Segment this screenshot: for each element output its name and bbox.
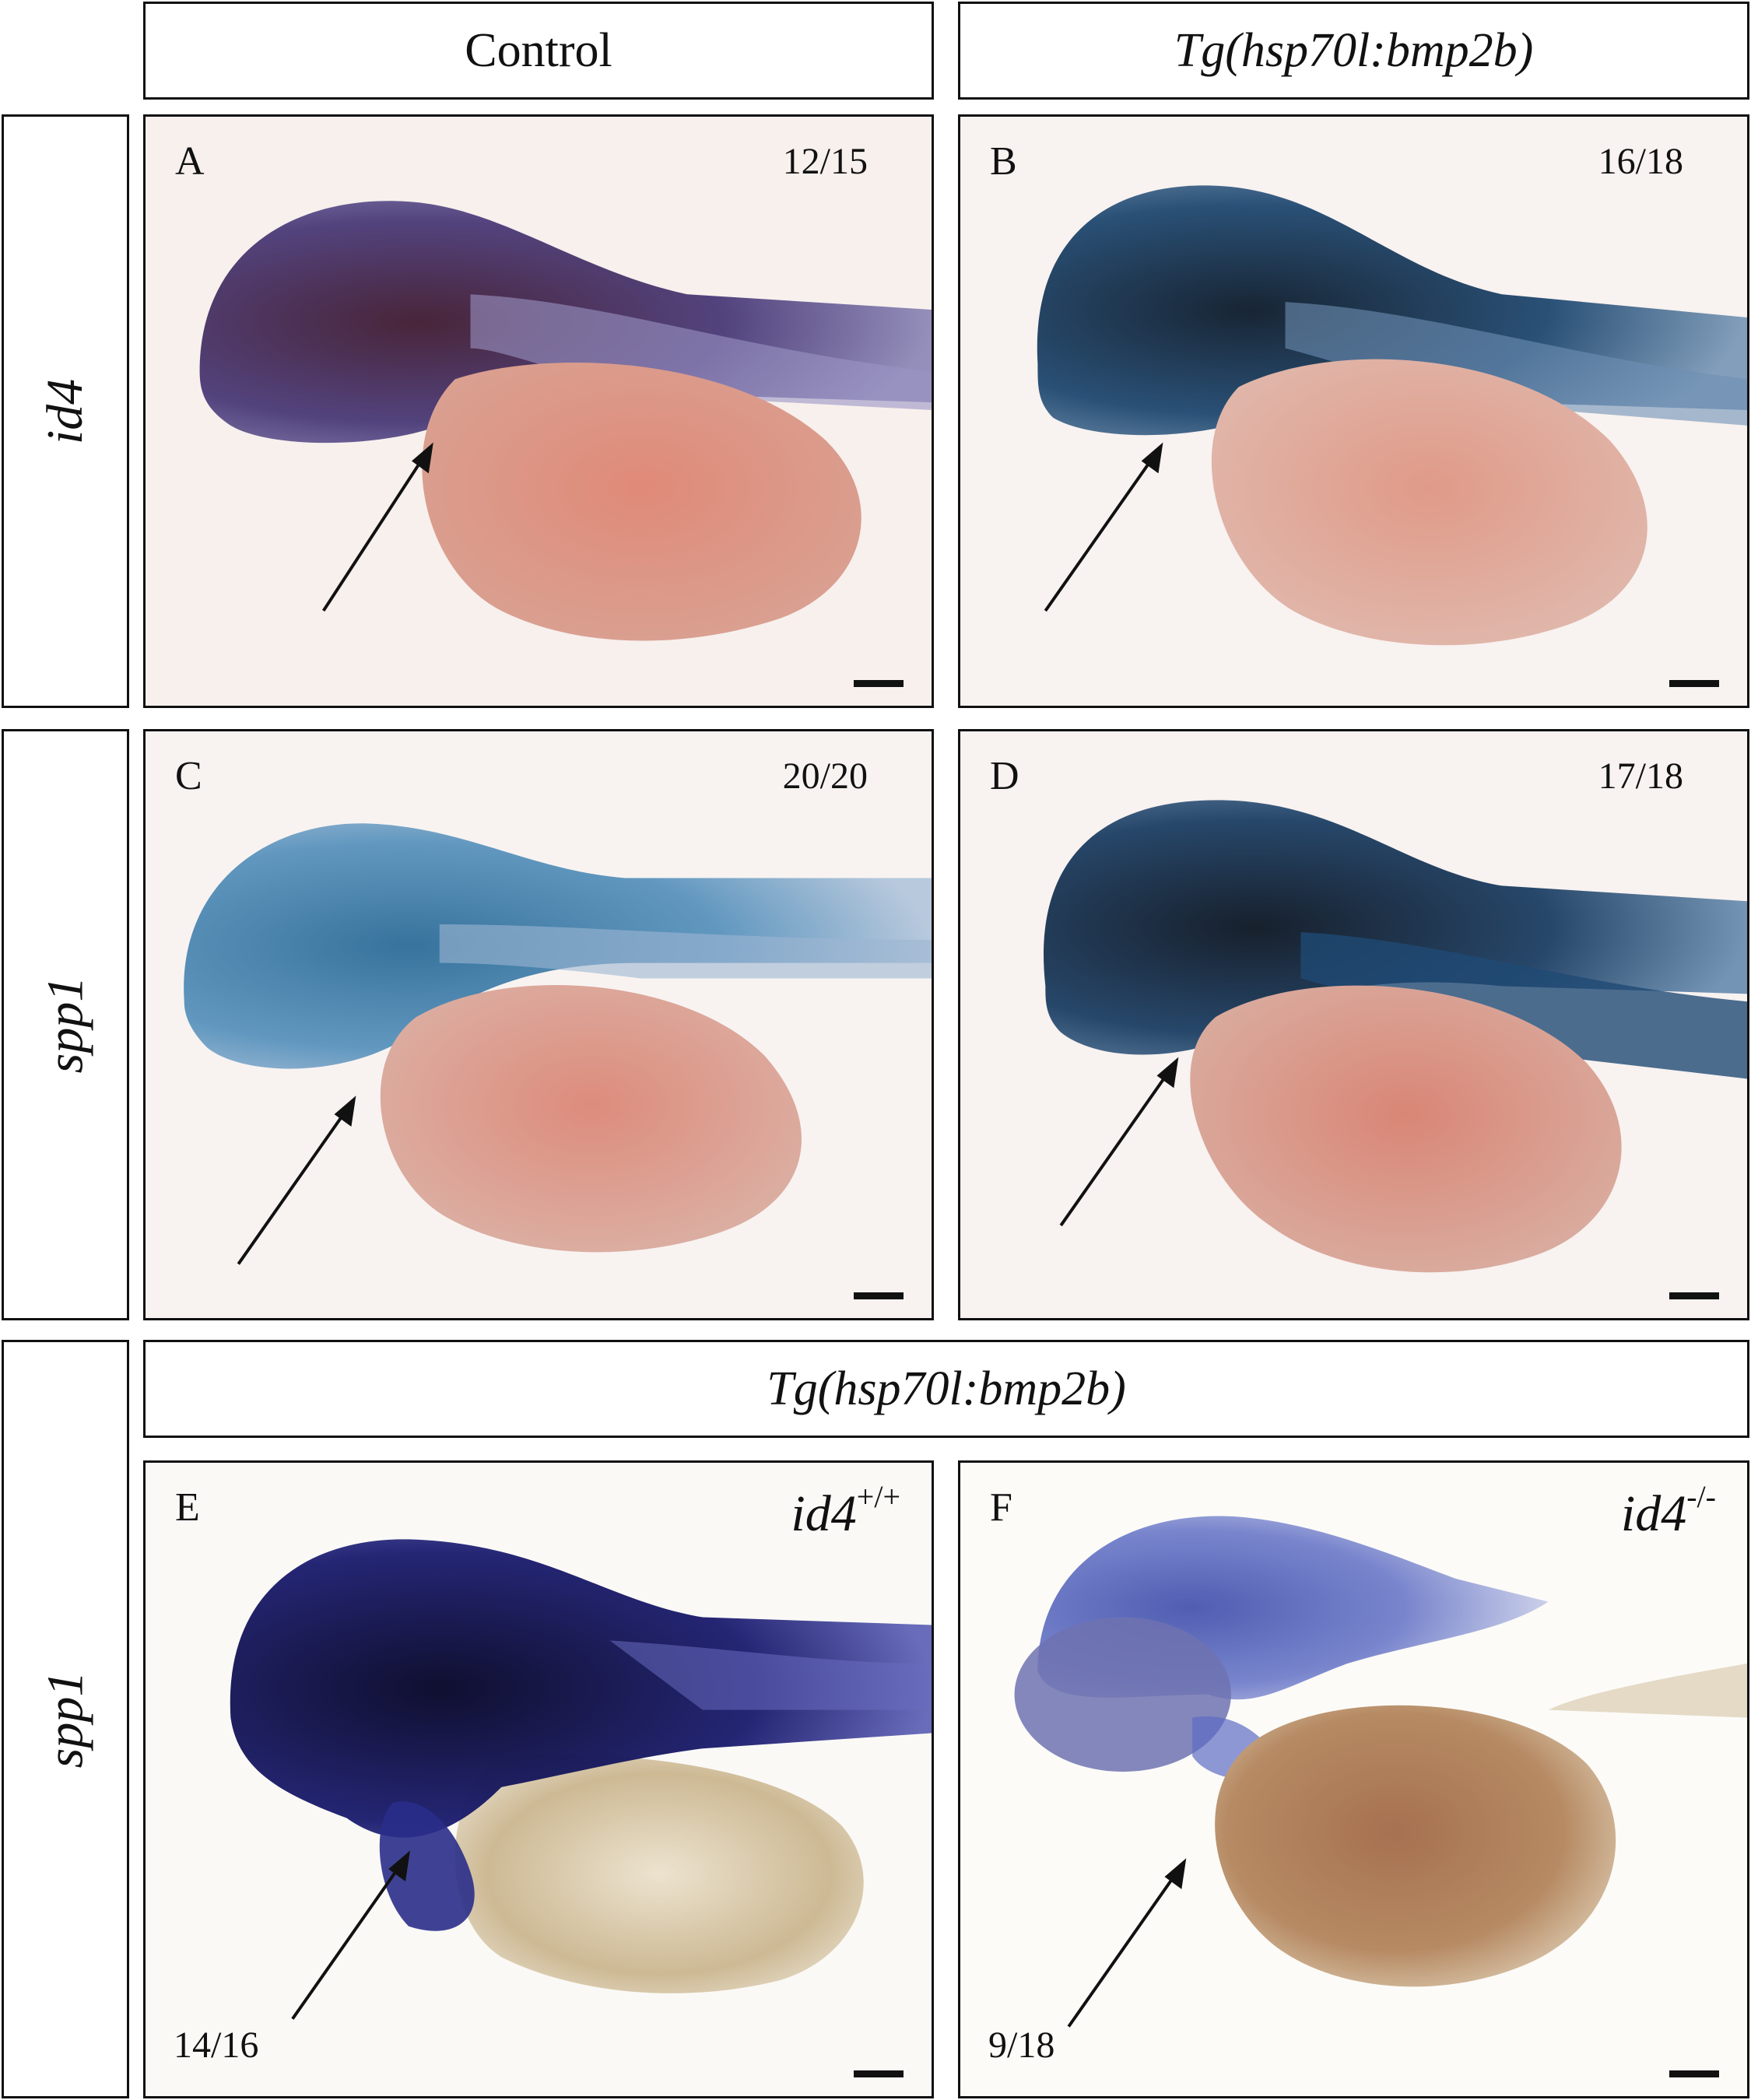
panel-count: 12/15 [782,141,868,182]
scale-bar [854,2070,904,2077]
panel-letter: E [175,1485,200,1530]
scale-bar [1669,680,1719,687]
panel-b: B 16/18 [958,114,1749,708]
genotype-label: id4+/+ [791,1478,900,1544]
panel-d: D 17/18 [958,729,1749,1320]
embryo-image-f [960,1463,1747,2096]
panel-e: E id4+/+ 14/16 [143,1460,934,2098]
genotype-base: id4 [791,1485,857,1542]
section-header-transgenic: Tg(hsp70l:bmp2b) [143,1340,1749,1438]
row-label-spp1-bottom-text: spp1 [37,1671,93,1768]
embryo-image-c [146,731,932,1318]
column-header-transgenic: Tg(hsp70l:bmp2b) [958,2,1749,100]
panel-letter: B [990,139,1017,184]
panel-count: 20/20 [782,756,868,797]
panel-letter: D [990,754,1019,798]
panel-count: 16/18 [1598,141,1683,182]
genotype-superscript: +/+ [856,1479,900,1514]
scale-bar [854,1292,904,1299]
panel-count: 9/18 [988,2025,1055,2066]
genotype-label: id4-/- [1621,1478,1716,1544]
genotype-superscript: -/- [1686,1479,1716,1514]
panel-a: A 12/15 [143,114,934,708]
scale-bar [1669,1292,1719,1299]
panel-count: 17/18 [1598,756,1683,797]
row-label-id4: id4 [2,114,129,708]
row-label-id4-text: id4 [37,378,93,444]
genotype-base: id4 [1620,1485,1687,1542]
scale-bar [1669,2070,1719,2077]
panel-letter: A [175,139,205,184]
panel-letter: C [175,754,202,798]
column-header-control: Control [143,2,934,100]
panel-count: 14/16 [174,2025,259,2066]
row-label-spp1-text: spp1 [37,976,93,1074]
embryo-image-b [960,117,1747,706]
embryo-image-d [960,731,1747,1318]
row-label-spp1-bottom: spp1 [2,1340,129,2098]
row-label-spp1: spp1 [2,729,129,1320]
panel-c: C 20/20 [143,729,934,1320]
scale-bar [854,680,904,687]
embryo-image-e [146,1463,932,2096]
panel-f: F id4-/- 9/18 [958,1460,1749,2098]
embryo-image-a [146,117,932,706]
panel-letter: F [990,1485,1012,1530]
